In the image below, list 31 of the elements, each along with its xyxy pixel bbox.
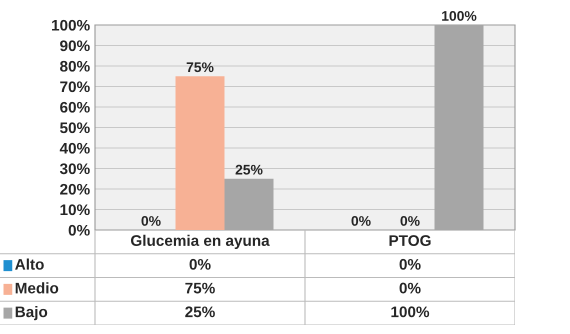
y-tick-label: 20% <box>60 184 90 195</box>
bar <box>224 178 274 230</box>
data-label: 0% <box>400 258 421 270</box>
legend-label: Alto <box>15 258 44 270</box>
x-tick-label: PTOG <box>390 235 431 246</box>
x-tick-label: Glucemia en ayuna <box>131 234 270 249</box>
legend-label: Bajo <box>16 306 48 320</box>
text: 0% <box>142 216 161 226</box>
y-tick-label: 90% <box>60 40 90 52</box>
y-tick-label: 80% <box>60 60 90 72</box>
y-tick-label: 10% <box>60 204 90 216</box>
data-label: 100% <box>391 306 430 318</box>
text: 25% <box>236 164 263 175</box>
y-tick-label: 100% <box>52 20 90 31</box>
y-tick-label: 60% <box>60 102 90 113</box>
bar <box>176 76 224 230</box>
data-label: 25% <box>185 306 215 318</box>
legend-label: Medio <box>16 282 58 294</box>
bar <box>434 25 484 230</box>
y-tick-label: 30% <box>60 163 90 174</box>
y-tick-label: 70% <box>60 81 90 92</box>
data-label: 0% <box>400 282 421 294</box>
data-label: 0% <box>190 258 211 270</box>
y-tick-label: 40% <box>60 142 90 154</box>
text: 0% <box>400 216 420 226</box>
y-tick-label: 0% <box>68 224 90 236</box>
text: 0% <box>352 216 371 226</box>
text: 100% <box>442 11 476 21</box>
text: 75% <box>186 62 214 72</box>
y-tick-label: 50% <box>60 122 90 134</box>
data-label: 75% <box>185 282 215 294</box>
